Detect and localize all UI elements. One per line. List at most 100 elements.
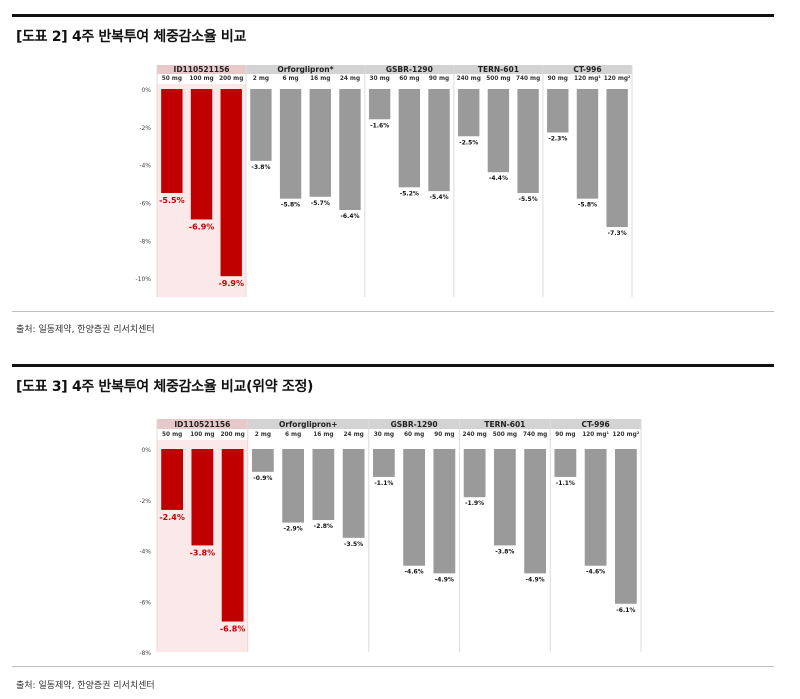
bar-value-label: -2.8%	[314, 523, 333, 530]
bar-value-label: -3.8%	[495, 548, 514, 555]
y-tick-label: -4%	[139, 549, 151, 556]
bar	[282, 449, 305, 523]
category-label: 120 mg¹	[582, 431, 609, 438]
group-header-background	[157, 65, 247, 74]
bar-value-label: -1.9%	[465, 500, 484, 507]
group-header-label: GSBR-1290	[391, 420, 438, 429]
category-label: 90 mg	[429, 76, 449, 82]
bar	[547, 89, 569, 133]
bar-value-label: -2.4%	[159, 513, 185, 522]
bar	[606, 89, 628, 228]
category-label: 24 mg	[340, 76, 360, 82]
bar	[576, 89, 599, 199]
category-label: 200 mg	[219, 76, 243, 82]
bar-value-label: -5.7%	[311, 200, 330, 207]
category-label: 120 mg¹	[574, 75, 601, 82]
category-label: 50 mg	[162, 76, 182, 82]
bar-value-label: -6.8%	[220, 625, 246, 634]
group-header-background	[459, 419, 551, 429]
bar-value-label: -6.4%	[340, 213, 359, 220]
category-label: 90 mg	[548, 76, 568, 82]
group-header-label: TERN-601	[484, 420, 525, 429]
bar-value-label: -5.8%	[281, 202, 300, 209]
category-label: 16 mg	[313, 432, 333, 438]
bar-value-label: -4.9%	[435, 576, 454, 583]
bar-value-label: -4.6%	[586, 569, 605, 576]
figure-1-source: 출처: 일동제약, 한양증권 리서치센터	[16, 325, 155, 335]
category-label: 740 mg	[523, 432, 547, 438]
category-label: 90 mg	[555, 432, 575, 438]
category-label: 6 mg	[282, 76, 298, 82]
bar-value-label: -6.9%	[189, 222, 215, 231]
group-header-label: Orforglipron*	[277, 65, 333, 74]
category-label: 120 mg²	[612, 431, 639, 438]
category-label: 50 mg	[162, 432, 182, 438]
bar	[312, 449, 335, 521]
y-tick-label: -10%	[135, 276, 151, 283]
bar	[428, 89, 450, 192]
bar-value-label: -2.3%	[548, 135, 567, 142]
category-label: 240 mg	[462, 432, 486, 438]
category-label: 24 mg	[343, 432, 363, 438]
figure-2-chart: 0% -2% -4% -6% -8% ID110521156 50 mg -2.4% 100 m…	[139, 419, 642, 657]
figure-2-title: [도표 3] 4주 반복투여 체중감소율 비교(위약 조정)	[16, 379, 314, 395]
category-label: 500 mg	[493, 432, 517, 438]
group-header-background	[246, 65, 365, 74]
y-tick-label: -4%	[139, 163, 151, 170]
bar	[487, 89, 510, 173]
figure-1-title: [도표 2] 4주 반복투여 체중감소율 비교	[16, 29, 247, 45]
bar-value-label: -1.1%	[374, 480, 393, 487]
group-header-label: TERN-601	[478, 65, 519, 74]
figure-2-source: 출처: 일동제약, 한양증권 리서치센터	[16, 681, 155, 691]
category-label: 100 mg	[190, 432, 214, 438]
bar-value-label: -0.9%	[253, 475, 272, 482]
bar	[398, 89, 421, 188]
bar	[493, 449, 516, 546]
category-label: 30 mg	[374, 432, 394, 438]
bar	[554, 449, 577, 477]
bar-value-label: -4.4%	[489, 175, 508, 182]
bar-value-label: -7.3%	[608, 230, 627, 237]
bar	[463, 449, 486, 498]
y-tick-label: -2%	[139, 498, 151, 505]
category-label: 30 mg	[370, 76, 390, 82]
y-tick-label: -8%	[139, 650, 151, 657]
category-label: 2 mg	[255, 432, 271, 438]
y-tick-label: -6%	[139, 200, 151, 207]
bar	[161, 89, 183, 193]
y-tick-label: -2%	[139, 125, 151, 132]
bar	[517, 89, 539, 193]
bar-value-label: -3.5%	[344, 541, 363, 548]
bar	[372, 449, 395, 477]
group-header-label: ID110521156	[174, 65, 230, 74]
category-label: 60 mg	[399, 76, 419, 82]
y-tick-label: -8%	[139, 238, 151, 245]
group-header-background	[157, 419, 248, 429]
group-header-background	[364, 65, 454, 74]
bar	[339, 89, 361, 211]
bar	[190, 89, 213, 220]
bar	[524, 449, 547, 574]
bar	[403, 449, 426, 566]
group-header-background	[368, 419, 460, 429]
category-label: 120 mg²	[604, 75, 631, 82]
figure-1-top-rule	[12, 14, 774, 17]
category-label: 60 mg	[404, 432, 424, 438]
bar	[458, 89, 480, 137]
bar	[584, 449, 607, 566]
bar-value-label: -1.6%	[370, 122, 389, 129]
group-header-label: Orforglipron+	[279, 420, 338, 429]
category-label: 500 mg	[486, 76, 510, 82]
group-header-background	[453, 65, 543, 74]
bar-value-label: -5.2%	[400, 190, 419, 197]
figure-1-chart: 0% -2% -4% -6% -8% -10% ID110521156 50 mg -5.5% 1…	[135, 65, 633, 297]
group-header-background	[247, 419, 369, 429]
bar	[161, 449, 184, 510]
bar	[279, 89, 302, 199]
bar-value-label: -4.9%	[526, 576, 545, 583]
bar	[309, 89, 331, 197]
group-header-label: CT-996	[581, 420, 609, 429]
bar-value-label: -5.8%	[578, 202, 597, 209]
category-label: 90 mg	[434, 432, 454, 438]
bar-value-label: -9.9%	[218, 279, 244, 288]
